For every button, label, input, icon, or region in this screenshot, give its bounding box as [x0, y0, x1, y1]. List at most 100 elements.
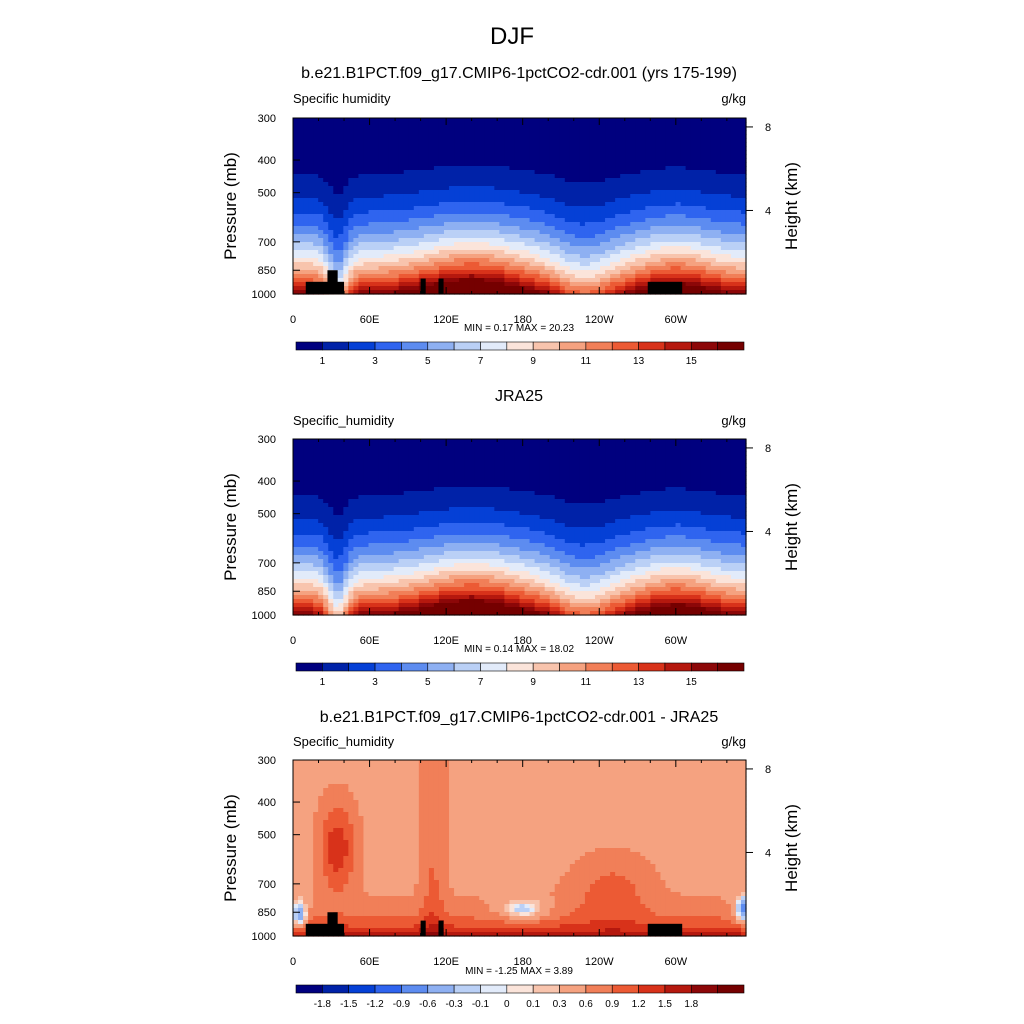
heatmap-cell — [544, 198, 551, 203]
heatmap-cell — [428, 471, 435, 476]
heatmap-cell — [459, 238, 465, 243]
heatmap-cell — [710, 278, 717, 283]
heatmap-cell — [574, 262, 581, 267]
heatmap-cell — [685, 266, 692, 271]
heatmap-cell — [690, 218, 697, 223]
heatmap-cell — [685, 162, 692, 167]
heatmap-cell — [353, 170, 360, 175]
heatmap-cell — [640, 218, 646, 223]
heatmap-cell — [740, 190, 747, 195]
heatmap-cell — [318, 479, 324, 484]
heatmap-cell — [298, 467, 304, 472]
heatmap-cell — [605, 126, 611, 131]
heatmap-cell — [413, 154, 420, 159]
heatmap-cell — [705, 242, 712, 247]
heatmap-cell — [464, 467, 470, 472]
heatmap-cell — [600, 290, 606, 295]
heatmap-cell — [373, 443, 380, 448]
heatmap-cell — [484, 130, 490, 135]
heatmap-cell — [363, 174, 370, 179]
heatmap-cell — [363, 290, 370, 295]
heatmap-cell — [740, 130, 747, 135]
heatmap-cell — [418, 126, 425, 131]
heatmap-cell — [584, 262, 591, 267]
heatmap-cell — [328, 214, 334, 219]
heatmap-cell — [605, 142, 611, 147]
heatmap-cell — [569, 475, 576, 480]
heatmap-cell — [509, 158, 516, 163]
heatmap-cell — [514, 126, 521, 131]
heatmap-cell — [403, 467, 410, 472]
heatmap-cell — [579, 282, 586, 287]
heatmap-cell — [630, 118, 636, 123]
heatmap-cell — [529, 443, 536, 448]
heatmap-cell — [730, 467, 737, 472]
heatmap-cell — [685, 475, 692, 480]
heatmap-cell — [564, 451, 571, 456]
heatmap-cell — [328, 178, 334, 183]
heatmap-cell — [720, 210, 727, 215]
heatmap-cell — [328, 134, 334, 139]
heatmap-cell — [529, 258, 536, 263]
colorbar-tick-label: 11 — [581, 356, 592, 367]
heatmap-cell — [685, 150, 692, 155]
heatmap-cell — [579, 194, 586, 199]
heatmap-cell — [469, 194, 475, 199]
heatmap-cell — [700, 459, 707, 464]
heatmap-cell — [635, 270, 641, 275]
heatmap-cell — [504, 451, 511, 456]
heatmap-cell — [333, 250, 339, 255]
heatmap-cell — [589, 174, 596, 179]
heatmap-cell — [595, 246, 601, 251]
heatmap-cell — [595, 447, 601, 452]
heatmap-cell — [730, 290, 737, 295]
y-tick-label: 400 — [258, 155, 276, 167]
heatmap-cell — [700, 230, 707, 235]
heatmap-cell — [665, 206, 672, 211]
heatmap-cell — [398, 242, 405, 247]
heatmap-cell — [343, 286, 349, 291]
heatmap-cell — [549, 182, 556, 187]
heatmap-cell — [514, 214, 521, 219]
heatmap-cell — [524, 170, 531, 175]
heatmap-cell — [635, 218, 641, 223]
heatmap-cell — [584, 234, 591, 239]
heatmap-cell — [423, 254, 430, 259]
heatmap-cell — [308, 142, 314, 147]
heatmap-cell — [539, 270, 546, 275]
heatmap-cell — [454, 254, 460, 259]
heatmap-cell — [534, 118, 541, 123]
heatmap-cell — [559, 198, 566, 203]
heatmap-cell — [630, 266, 636, 271]
heatmap-cell — [474, 266, 480, 271]
heatmap-cell — [615, 226, 621, 231]
heatmap-cell — [353, 238, 360, 243]
heatmap-cell — [524, 242, 531, 247]
heatmap-cell — [489, 118, 495, 123]
heatmap-cell — [413, 455, 420, 460]
heatmap-cell — [655, 198, 662, 203]
heatmap-cell — [544, 134, 551, 139]
heatmap-cell — [524, 158, 531, 163]
heatmap-cell — [529, 178, 536, 183]
heatmap-cell — [625, 122, 631, 127]
heatmap-cell — [544, 182, 551, 187]
heatmap-cell — [685, 190, 692, 195]
heatmap-cell — [589, 443, 596, 448]
heatmap-cell — [690, 134, 697, 139]
heatmap-cell — [615, 242, 621, 247]
heatmap-cell — [529, 174, 536, 179]
heatmap-cell — [393, 194, 400, 199]
heatmap-cell — [363, 463, 370, 468]
heatmap-cell — [605, 190, 611, 195]
heatmap-cell — [595, 214, 601, 219]
heatmap-cell — [333, 230, 339, 235]
heatmap-cell — [720, 234, 727, 239]
heatmap-cell — [595, 130, 601, 135]
heatmap-cell — [479, 451, 485, 456]
heatmap-cell — [549, 202, 556, 207]
heatmap-cell — [655, 475, 662, 480]
heatmap-cell — [308, 447, 314, 452]
heatmap-cell — [539, 459, 546, 464]
heatmap-cell — [343, 455, 349, 460]
